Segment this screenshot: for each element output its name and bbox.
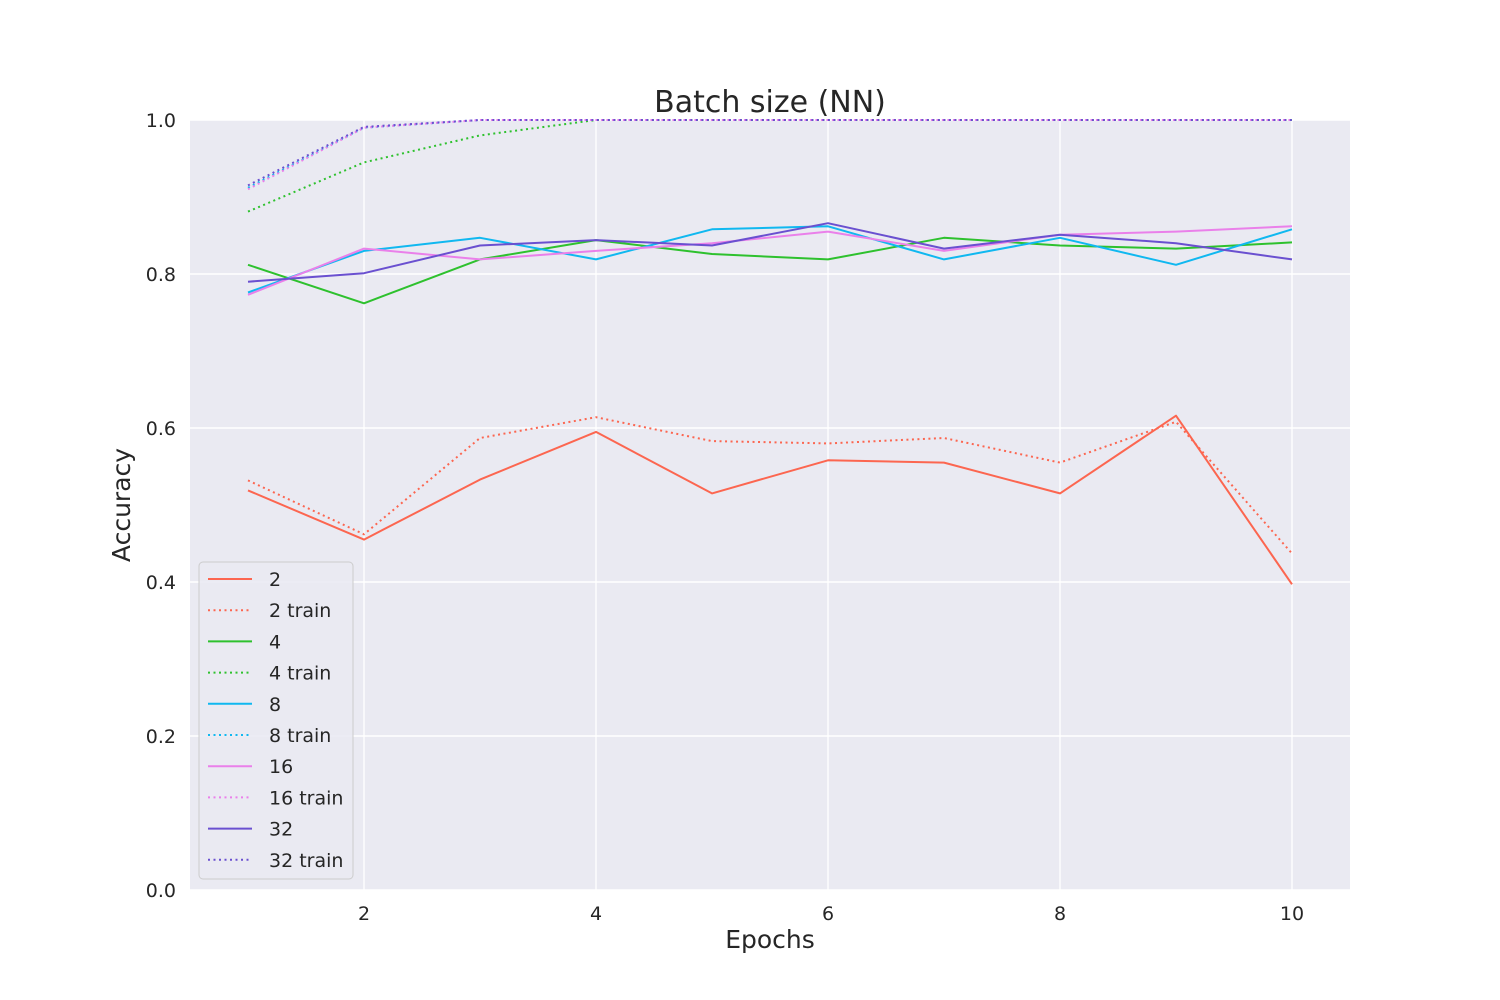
legend-label: 4 train xyxy=(269,663,331,685)
chart-title: Batch size (NN) xyxy=(654,85,886,120)
y-tick-label: 0.4 xyxy=(146,572,176,594)
legend-label: 32 xyxy=(269,819,293,841)
legend-label: 2 xyxy=(269,569,281,591)
y-tick-label: 0.0 xyxy=(146,880,176,902)
x-tick-label: 2 xyxy=(358,903,370,925)
legend: 2 2 train 4 4 train 8 8 train 16 16 train 32 32 t… xyxy=(198,561,354,880)
legend-label: 2 train xyxy=(269,600,331,622)
series-line-32 xyxy=(247,222,1293,283)
legend-label: 16 train xyxy=(269,787,343,809)
tick-labels: 2 4 6 8 10 0.0 0.2 0.4 0.6 0.8 1.0 xyxy=(146,110,1304,925)
x-tick-label: 10 xyxy=(1280,903,1304,925)
series-line-4 xyxy=(247,236,1293,305)
series-line-16-train xyxy=(247,119,1292,191)
legend-label: 8 train xyxy=(269,725,331,747)
legend-label: 4 xyxy=(269,631,281,653)
y-tick-label: 1.0 xyxy=(146,110,176,132)
legend-label: 32 train xyxy=(269,850,343,872)
series-line-2 xyxy=(247,414,1293,585)
series-line-2-train xyxy=(247,416,1293,555)
legend-label: 16 xyxy=(269,756,293,778)
y-axis-label: Accuracy xyxy=(107,448,136,562)
y-tick-label: 0.6 xyxy=(146,418,176,440)
x-tick-label: 4 xyxy=(590,903,602,925)
x-tick-label: 6 xyxy=(822,903,834,925)
series-lines xyxy=(247,119,1293,585)
series-line-16 xyxy=(247,225,1293,296)
y-tick-label: 0.8 xyxy=(146,264,176,286)
y-tick-label: 0.2 xyxy=(146,726,176,748)
series-line-32-train xyxy=(247,119,1292,187)
series-line-8 xyxy=(247,225,1293,294)
legend-label: 8 xyxy=(269,694,281,716)
x-tick-label: 8 xyxy=(1054,903,1066,925)
x-axis-label: Epochs xyxy=(725,925,815,954)
